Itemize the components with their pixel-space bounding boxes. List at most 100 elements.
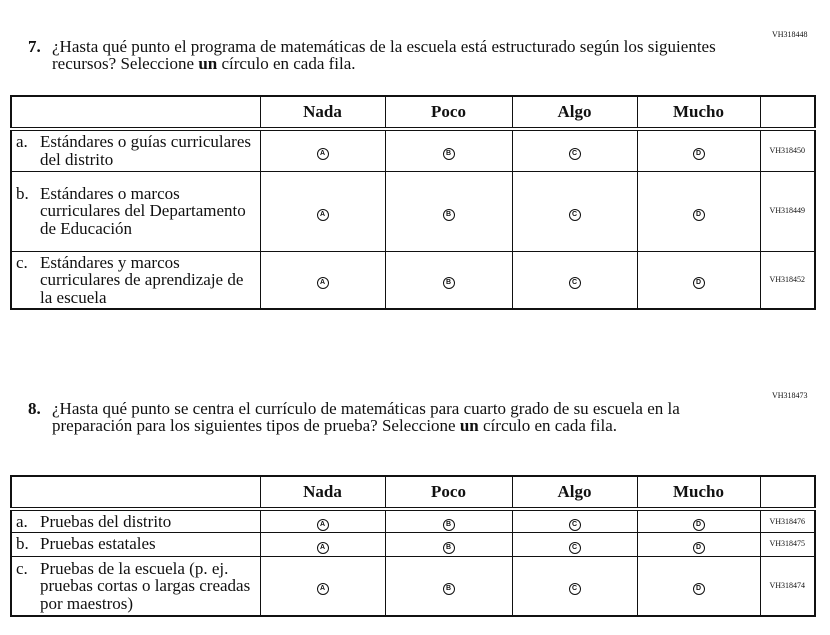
table-row: b. Pruebas estatales A B C D VH318475 (10, 531, 816, 557)
answer-bubble-b[interactable]: B (442, 148, 455, 161)
row-label: c. Pruebas de la escuela (p. ej. pruebas … (10, 555, 261, 617)
question-8-table: Nada Poco Algo Mucho a. Pruebas del distr… (10, 475, 816, 617)
row-letter: a. (16, 132, 28, 152)
option-cell: B (384, 250, 513, 310)
question-8: 8. ¿Hasta qué punto se centra el currícu… (28, 400, 728, 434)
answer-bubble-a[interactable]: A (316, 277, 329, 290)
row-letter: c. (16, 558, 28, 578)
header-blank (10, 95, 261, 131)
row-text: Pruebas de la escuela (p. ej. pruebas co… (40, 558, 251, 613)
row-code: VH318476 (759, 508, 816, 533)
row-label: c. Estándares y marcos curriculares de ap… (10, 250, 261, 310)
question-number: 8. (28, 399, 41, 418)
answer-bubble-d[interactable]: D (692, 541, 705, 554)
header-code (759, 95, 816, 131)
header-algo: Algo (511, 95, 638, 131)
header-nada: Nada (259, 475, 386, 511)
answer-bubble-a[interactable]: A (316, 208, 329, 221)
option-cell: D (636, 250, 761, 310)
answer-bubble-a[interactable]: A (316, 518, 329, 531)
answer-bubble-b[interactable]: B (442, 541, 455, 554)
option-cell: C (511, 555, 638, 617)
answer-bubble-d[interactable]: D (692, 277, 705, 290)
table-row: b. Estándares o marcos curriculares del D… (10, 170, 816, 252)
row-code: VH318449 (759, 170, 816, 252)
row-text: Estándares o guías curriculares del dist… (40, 132, 251, 169)
question-7-code: VH318448 (772, 30, 808, 39)
table-row: a. Pruebas del distrito A B C D VH318476 (10, 508, 816, 533)
row-text: Estándares y marcos curriculares de apre… (40, 252, 244, 307)
option-cell: B (384, 531, 513, 557)
question-text: ¿Hasta qué punto el programa de matemáti… (52, 37, 716, 73)
question-number: 7. (28, 37, 41, 56)
row-text: Pruebas estatales (40, 534, 156, 554)
row-label: b. Pruebas estatales (10, 531, 261, 557)
option-cell: D (636, 128, 761, 172)
row-letter: a. (16, 511, 28, 531)
answer-bubble-c[interactable]: C (568, 541, 581, 554)
answer-bubble-b[interactable]: B (442, 583, 455, 596)
row-letter: b. (16, 183, 29, 203)
answer-bubble-a[interactable]: A (316, 583, 329, 596)
option-cell: C (511, 128, 638, 172)
row-label: b. Estándares o marcos curriculares del D… (10, 170, 261, 252)
answer-bubble-c[interactable]: C (568, 148, 581, 161)
option-cell: A (259, 170, 386, 252)
row-code: VH318452 (759, 250, 816, 310)
answer-bubble-c[interactable]: C (568, 583, 581, 596)
answer-bubble-b[interactable]: B (442, 208, 455, 221)
option-cell: B (384, 170, 513, 252)
option-cell: D (636, 531, 761, 557)
answer-bubble-b[interactable]: B (442, 518, 455, 531)
option-cell: C (511, 170, 638, 252)
question-7-table: Nada Poco Algo Mucho a. Estándares o guía… (10, 95, 816, 310)
question-7: 7. ¿Hasta qué punto el programa de matem… (28, 38, 728, 72)
answer-bubble-c[interactable]: C (568, 208, 581, 221)
option-cell: A (259, 555, 386, 617)
table-row: a. Estándares o guías curriculares del di… (10, 128, 816, 172)
row-letter: b. (16, 534, 29, 554)
question-text: ¿Hasta qué punto se centra el currículo … (52, 399, 680, 435)
answer-bubble-a[interactable]: A (316, 148, 329, 161)
option-cell: D (636, 508, 761, 533)
row-label: a. Pruebas del distrito (10, 508, 261, 533)
row-code: VH318475 (759, 531, 816, 557)
option-cell: D (636, 170, 761, 252)
answer-bubble-c[interactable]: C (568, 518, 581, 531)
answer-bubble-c[interactable]: C (568, 277, 581, 290)
row-code: VH318474 (759, 555, 816, 617)
table-row: c. Pruebas de la escuela (p. ej. pruebas … (10, 555, 816, 617)
option-cell: B (384, 128, 513, 172)
row-label: a. Estándares o guías curriculares del di… (10, 128, 261, 172)
answer-bubble-a[interactable]: A (316, 541, 329, 554)
option-cell: C (511, 531, 638, 557)
header-mucho: Mucho (636, 475, 761, 511)
option-cell: A (259, 508, 386, 533)
header-poco: Poco (384, 95, 513, 131)
row-text: Estándares o marcos curriculares del Dep… (40, 183, 246, 238)
header-poco: Poco (384, 475, 513, 511)
header-nada: Nada (259, 95, 386, 131)
option-cell: A (259, 250, 386, 310)
option-cell: B (384, 508, 513, 533)
option-cell: A (259, 531, 386, 557)
table-row: c. Estándares y marcos curriculares de ap… (10, 250, 816, 310)
header-mucho: Mucho (636, 95, 761, 131)
row-letter: c. (16, 252, 28, 272)
answer-bubble-b[interactable]: B (442, 277, 455, 290)
header-algo: Algo (511, 475, 638, 511)
question-8-code: VH318473 (772, 391, 808, 400)
option-cell: C (511, 250, 638, 310)
header-code (759, 475, 816, 511)
option-cell: D (636, 555, 761, 617)
row-text: Pruebas del distrito (40, 511, 172, 531)
header-blank (10, 475, 261, 511)
row-code: VH318450 (759, 128, 816, 172)
answer-bubble-d[interactable]: D (692, 583, 705, 596)
answer-bubble-d[interactable]: D (692, 148, 705, 161)
option-cell: C (511, 508, 638, 533)
answer-bubble-d[interactable]: D (692, 518, 705, 531)
option-cell: A (259, 128, 386, 172)
answer-bubble-d[interactable]: D (692, 208, 705, 221)
option-cell: B (384, 555, 513, 617)
